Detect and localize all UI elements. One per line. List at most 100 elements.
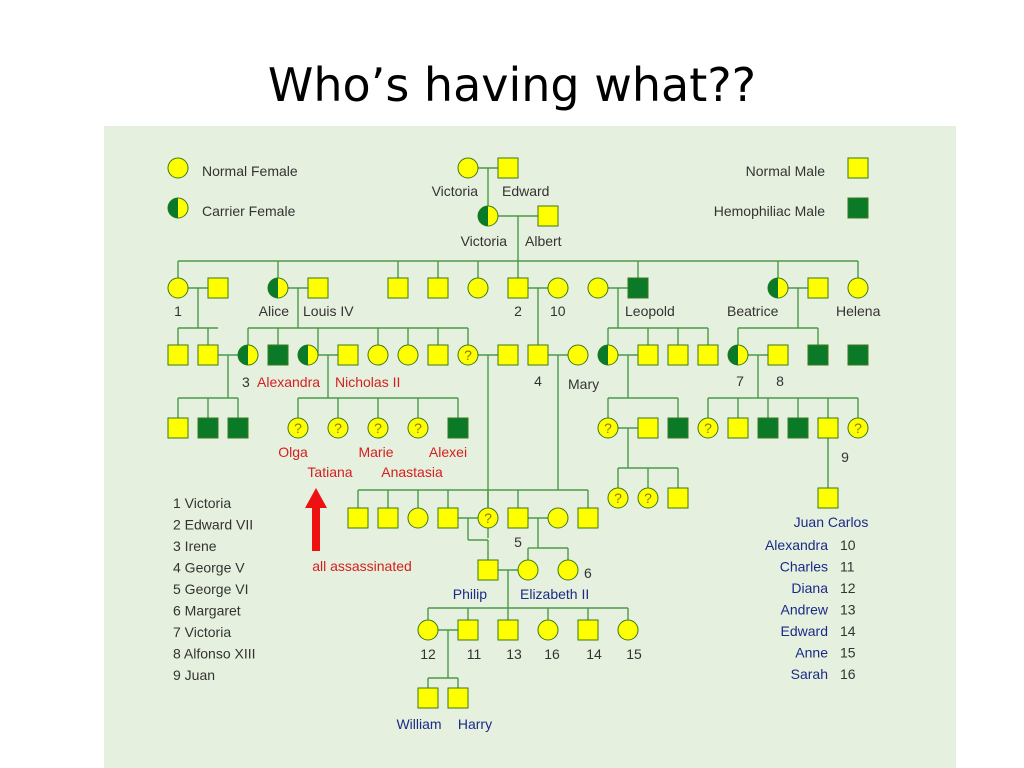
person-label: 9	[841, 449, 849, 465]
unknown-status-symbol: ?	[367, 417, 389, 439]
key-right-number: 15	[840, 645, 856, 661]
hemophiliac-male-symbol	[807, 344, 829, 366]
person-label: 11	[467, 646, 482, 662]
key-right-name: Alexandra	[765, 537, 828, 553]
person-label: 1	[174, 303, 182, 319]
normal-male-symbol	[377, 507, 399, 529]
person-label: Olga	[278, 444, 308, 460]
normal-female-symbol	[417, 619, 439, 641]
normal-male-symbol	[477, 559, 499, 581]
normal-male-symbol	[167, 344, 189, 366]
normal-male-symbol	[167, 417, 189, 439]
normal-male-symbol	[497, 344, 519, 366]
normal-female-symbol	[407, 507, 429, 529]
key-right-name: Andrew	[781, 602, 829, 618]
unknown-mark: ?	[704, 420, 712, 436]
carrier-female-symbol	[727, 344, 749, 366]
key-right-name: Diana	[791, 580, 828, 596]
person-label: 14	[586, 646, 602, 662]
person-label: Mary	[568, 376, 599, 392]
carrier-female-symbol	[237, 344, 259, 366]
normal-male-symbol	[817, 487, 839, 509]
person-label: Alexandra	[257, 374, 320, 390]
normal-male-symbol	[727, 417, 749, 439]
legend-hemophiliac-male: Hemophiliac Male	[714, 203, 825, 219]
normal-male-symbol	[577, 507, 599, 529]
normal-male-symbol	[497, 157, 519, 179]
unknown-mark: ?	[604, 420, 612, 436]
person-label: Nicholas II	[335, 374, 400, 390]
normal-male-symbol	[667, 487, 689, 509]
normal-male-symbol	[347, 507, 369, 529]
normal-female-symbol	[547, 507, 569, 529]
legend-carrier-female: Carrier Female	[202, 203, 296, 219]
normal-male-symbol	[767, 344, 789, 366]
normal-male-symbol	[387, 277, 409, 299]
key-right-number: 13	[840, 602, 856, 618]
person-label: Helena	[836, 303, 881, 319]
person-label: Leopold	[625, 303, 675, 319]
person-label: Albert	[525, 233, 562, 249]
key-right-name: Charles	[780, 559, 828, 575]
hemophiliac-male-symbol	[627, 277, 649, 299]
unknown-mark: ?	[614, 490, 622, 506]
person-label: Elizabeth II	[520, 586, 589, 602]
carrier-female-symbol	[297, 344, 319, 366]
arrow-up-icon	[305, 488, 327, 551]
person-label: 4	[534, 373, 542, 389]
carrier-female-symbol	[477, 205, 499, 227]
normal-male-symbol	[447, 687, 469, 709]
normal-female-symbol	[567, 344, 589, 366]
person-label: Juan Carlos	[794, 514, 869, 530]
unknown-status-symbol: ?	[477, 507, 499, 529]
pedigree-chart: ??????????? Normal Female Carrier Female N…	[167, 157, 881, 732]
pedigree-panel: ??????????? Normal Female Carrier Female N…	[104, 126, 956, 768]
person-label: 7	[736, 373, 744, 389]
key-right-number: 14	[840, 623, 856, 639]
unknown-status-symbol: ?	[607, 487, 629, 509]
person-label: Victoria	[461, 233, 508, 249]
normal-female-symbol	[537, 619, 559, 641]
unknown-mark: ?	[294, 420, 302, 436]
unknown-status-symbol: ?	[287, 417, 309, 439]
key-left-entry: 1 Victoria	[173, 495, 231, 511]
person-label: Edward	[502, 183, 549, 199]
normal-female-symbol	[167, 277, 189, 299]
unknown-status-symbol: ?	[697, 417, 719, 439]
normal-male-symbol	[637, 344, 659, 366]
person-label: 6	[584, 565, 592, 581]
normal-male-symbol	[847, 157, 869, 179]
normal-male-symbol	[527, 344, 549, 366]
person-label: 10	[550, 303, 566, 319]
person-label: Anastasia	[381, 464, 443, 480]
person-label: Marie	[358, 444, 393, 460]
hemophiliac-male-symbol	[847, 197, 869, 219]
normal-male-symbol	[417, 687, 439, 709]
unknown-status-symbol: ?	[637, 487, 659, 509]
carrier-female-symbol	[597, 344, 619, 366]
normal-male-symbol	[537, 205, 559, 227]
key-left-entry: 6 Margaret	[173, 603, 241, 619]
unknown-mark: ?	[854, 420, 862, 436]
normal-male-symbol	[497, 619, 519, 641]
person-label: 13	[506, 646, 522, 662]
person-label: 12	[420, 646, 436, 662]
hemophiliac-male-symbol	[197, 417, 219, 439]
unknown-status-symbol: ?	[327, 417, 349, 439]
normal-female-symbol	[367, 344, 389, 366]
key-right-name: Sarah	[791, 666, 828, 682]
normal-male-symbol	[427, 344, 449, 366]
key-left-entry: 5 George VI	[173, 581, 249, 597]
normal-female-symbol	[397, 344, 419, 366]
normal-female-symbol	[547, 277, 569, 299]
normal-male-symbol	[507, 277, 529, 299]
person-label: Beatrice	[727, 303, 779, 319]
person-label: 2	[514, 303, 522, 319]
normal-male-symbol	[667, 344, 689, 366]
normal-male-symbol	[507, 507, 529, 529]
hemophiliac-male-symbol	[667, 417, 689, 439]
normal-male-symbol	[577, 619, 599, 641]
person-label: Tatiana	[307, 464, 352, 480]
normal-male-symbol	[697, 344, 719, 366]
normal-female-symbol	[517, 559, 539, 581]
